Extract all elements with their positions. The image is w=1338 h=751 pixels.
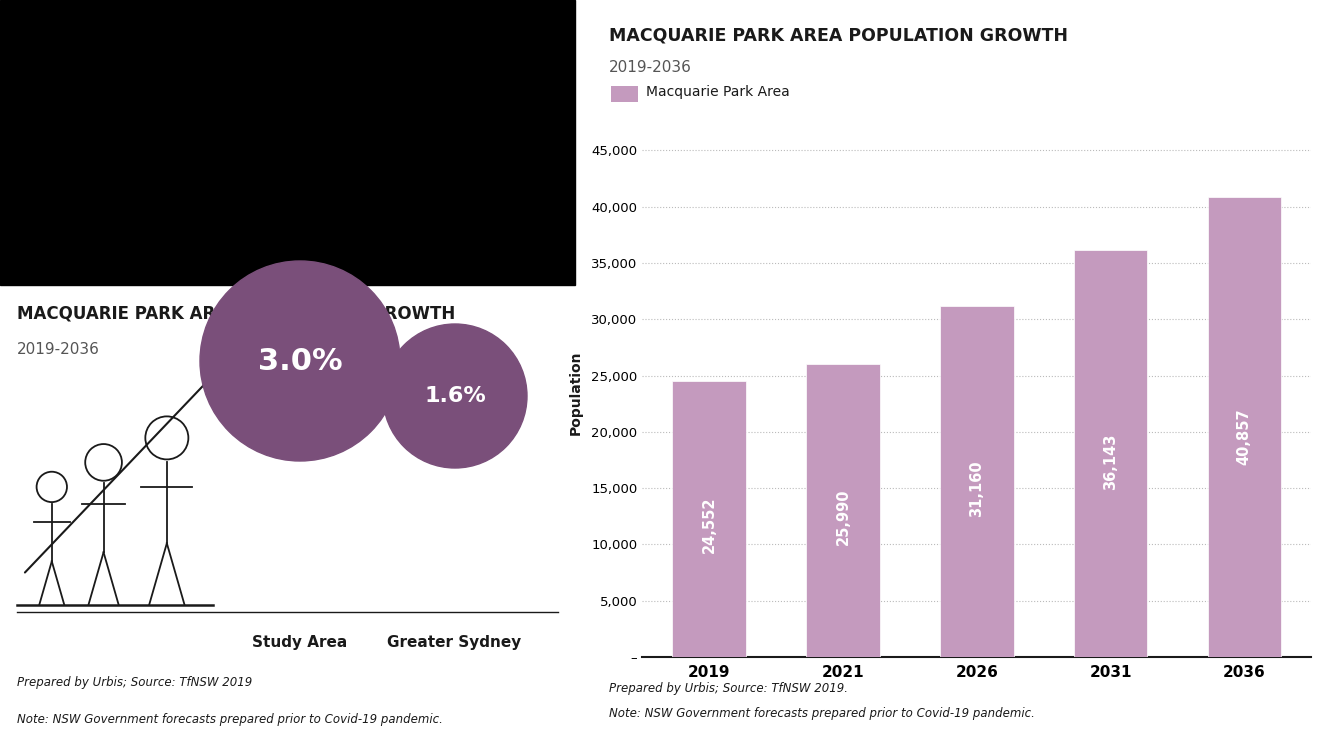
Text: Prepared by Urbis; Source: TfNSW 2019: Prepared by Urbis; Source: TfNSW 2019 (17, 676, 253, 689)
Bar (0, 0, 575, 285)
Bar (1073, 250, 1148, 657)
Text: 3.0%: 3.0% (258, 346, 343, 376)
Text: 2019-2036: 2019-2036 (609, 60, 692, 75)
Bar (805, 364, 880, 657)
Text: Macquarie Park Area: Macquarie Park Area (646, 85, 789, 98)
Y-axis label: Population: Population (569, 350, 583, 435)
Text: Note: NSW Government forecasts prepared prior to Covid-19 pandemic.: Note: NSW Government forecasts prepared … (17, 713, 443, 726)
Text: 25,990: 25,990 (835, 488, 851, 544)
Text: Note: NSW Government forecasts prepared prior to Covid-19 pandemic.: Note: NSW Government forecasts prepared … (609, 707, 1034, 720)
Text: 31,160: 31,160 (969, 460, 985, 517)
Text: Prepared by Urbis; Source: TfNSW 2019.: Prepared by Urbis; Source: TfNSW 2019. (609, 682, 848, 695)
Text: Greater Sydney: Greater Sydney (388, 635, 522, 650)
Bar (673, 381, 747, 657)
Text: Study Area: Study Area (252, 635, 347, 650)
Text: MACQUARIE PARK AREA POPULATION GROWTH: MACQUARIE PARK AREA POPULATION GROWTH (609, 26, 1068, 44)
Text: 40,857: 40,857 (1236, 408, 1252, 465)
Text: 2019-2036: 2019-2036 (17, 342, 100, 357)
Text: 24,552: 24,552 (701, 496, 717, 553)
Circle shape (199, 261, 400, 461)
Text: MACQUARIE PARK AREA POPULATION GROWTH: MACQUARIE PARK AREA POPULATION GROWTH (17, 304, 455, 322)
Bar (1208, 197, 1282, 657)
Text: 36,143: 36,143 (1103, 433, 1119, 490)
Text: 1.6%: 1.6% (424, 386, 486, 406)
Bar (939, 306, 1014, 657)
Circle shape (383, 324, 527, 468)
